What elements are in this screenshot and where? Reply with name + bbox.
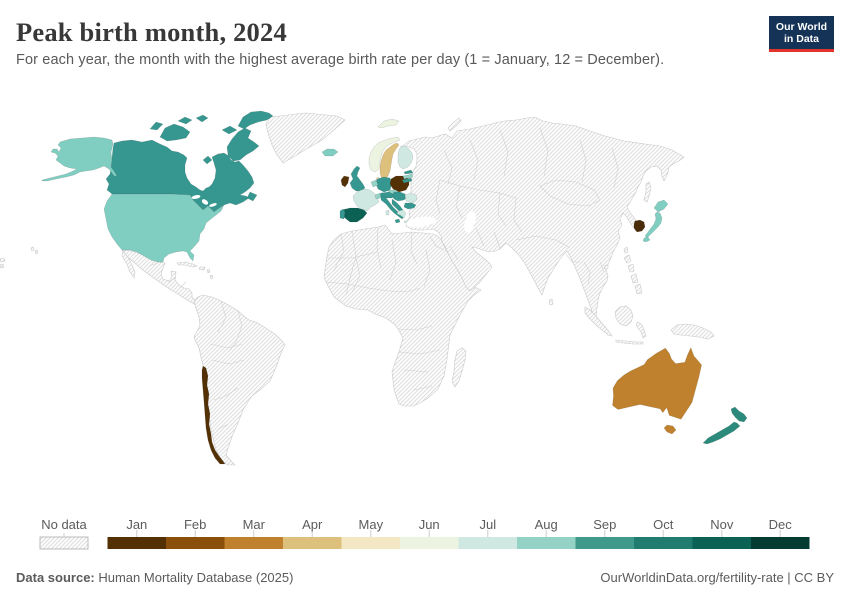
- svg-text:Oct: Oct: [653, 517, 674, 532]
- svg-text:Aug: Aug: [535, 517, 558, 532]
- svg-text:No data: No data: [41, 517, 87, 532]
- svg-text:Feb: Feb: [184, 517, 206, 532]
- svg-text:Mar: Mar: [243, 517, 266, 532]
- svg-text:Dec: Dec: [769, 517, 793, 532]
- svg-text:Nov: Nov: [710, 517, 734, 532]
- svg-text:Sep: Sep: [593, 517, 616, 532]
- svg-text:Jun: Jun: [419, 517, 440, 532]
- svg-text:Jan: Jan: [126, 517, 147, 532]
- svg-text:May: May: [359, 517, 384, 532]
- svg-text:Apr: Apr: [302, 517, 323, 532]
- svg-text:Jul: Jul: [479, 517, 496, 532]
